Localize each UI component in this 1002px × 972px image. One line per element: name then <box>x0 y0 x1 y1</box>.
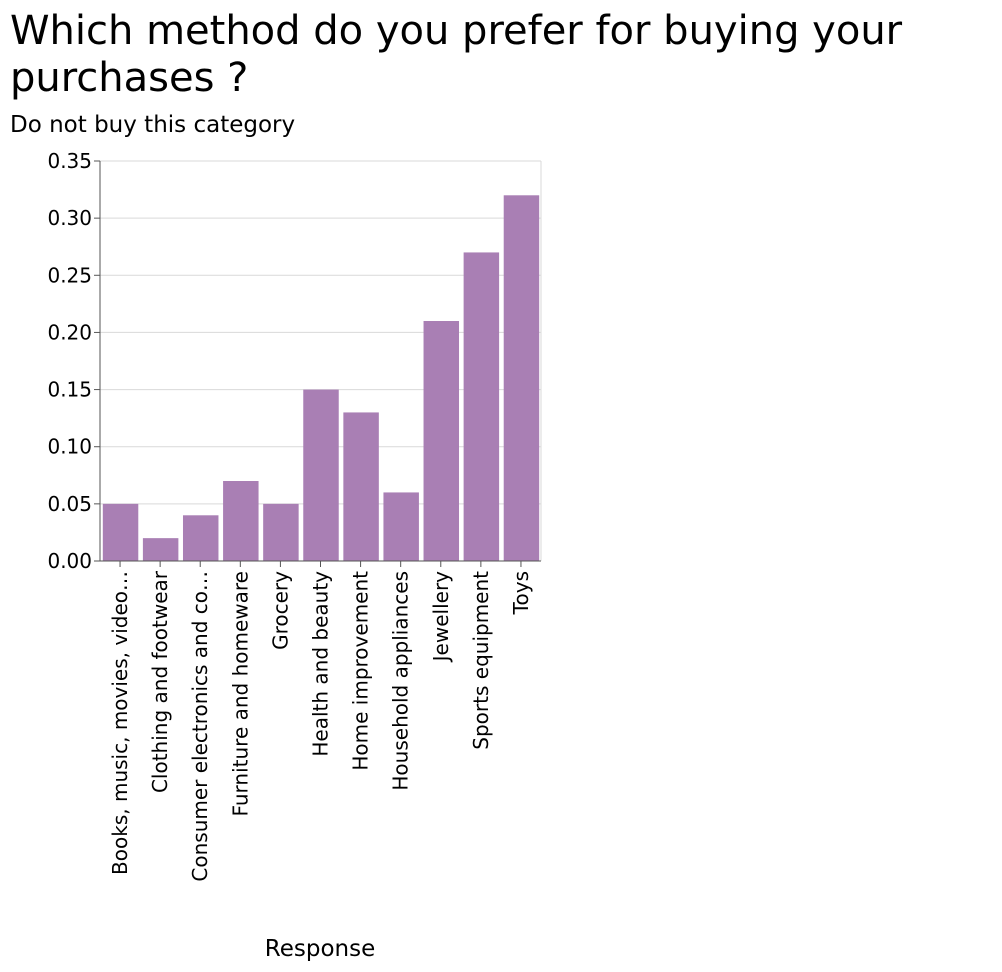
x-axis-title: Response <box>265 936 375 962</box>
y-tick-label: 0.20 <box>47 320 92 344</box>
x-tick-label: Toys <box>509 571 533 615</box>
y-tick-label: 0.25 <box>47 263 92 287</box>
x-tick-label: Home improvement <box>349 571 373 771</box>
bar <box>142 538 179 561</box>
x-tick-label: Household appliances <box>389 571 413 791</box>
bar <box>343 412 379 561</box>
bar <box>463 252 500 561</box>
bars <box>102 195 540 562</box>
y-tick-label: 0.35 <box>47 149 92 173</box>
bar <box>383 492 419 561</box>
x-tick-label: Clothing and footwear <box>148 570 172 793</box>
x-tick-label: Health and beauty <box>309 571 333 757</box>
y-tick-label: 0.30 <box>47 206 92 230</box>
bar <box>102 503 139 561</box>
y-axis-title: Do not buy this category <box>10 112 295 138</box>
x-tick-label: Sports equipment <box>469 571 493 750</box>
x-tick-label: Grocery <box>268 571 292 650</box>
y-tick-label: 0.10 <box>47 435 92 459</box>
bar <box>303 389 339 561</box>
y-tick-label: 0.15 <box>47 378 92 402</box>
bar <box>503 195 540 562</box>
bar <box>182 515 219 561</box>
x-tick-label: Books, music, movies, video… <box>108 571 132 875</box>
x-tick-label: Furniture and homeware <box>228 571 252 817</box>
y-tick-label: 0.00 <box>47 549 92 573</box>
bar <box>423 321 460 561</box>
bar <box>263 503 299 561</box>
axes: 0.00 0.05 0.10 0.15 0.20 0.25 0.30 0.35 Books, m… <box>47 149 541 882</box>
bar <box>223 481 259 561</box>
y-tick-label: 0.05 <box>47 492 92 516</box>
x-tick-label: Consumer electronics and co… <box>188 571 212 882</box>
chart-title: Which method do you prefer for buying yo… <box>10 8 903 101</box>
x-tick-label: Jewellery <box>429 571 453 664</box>
